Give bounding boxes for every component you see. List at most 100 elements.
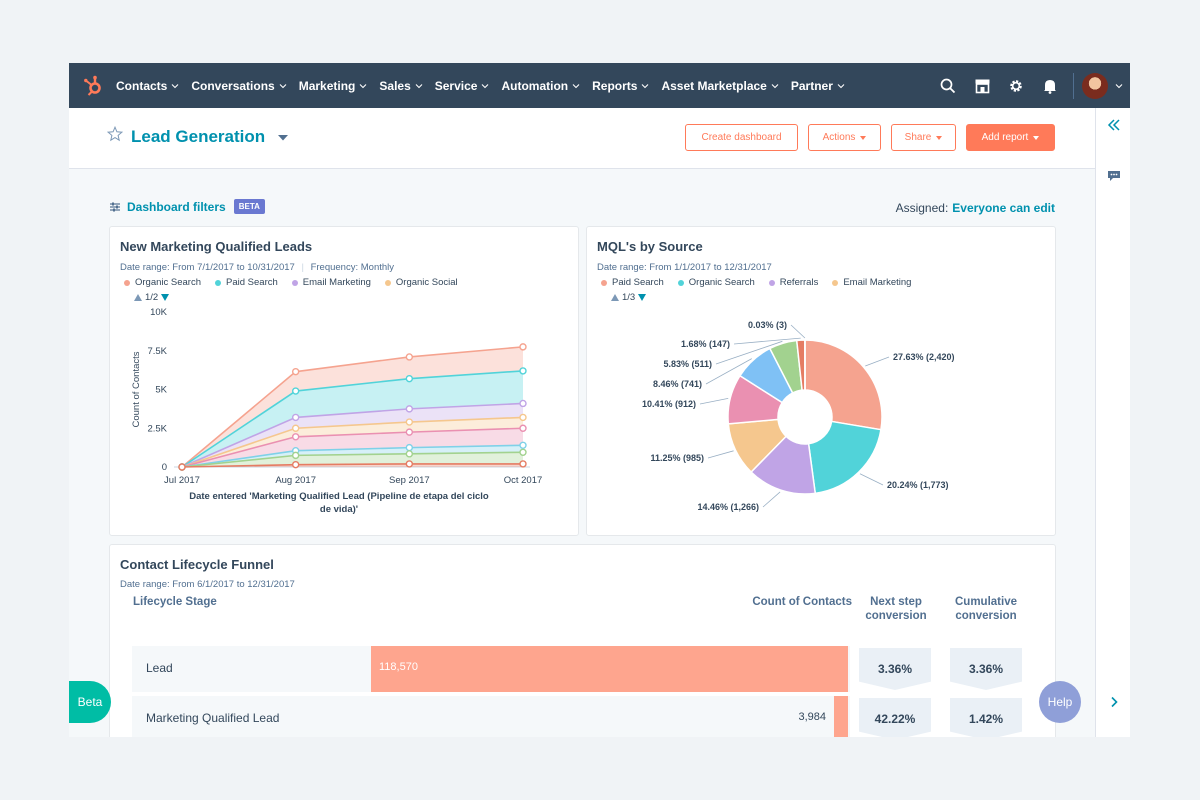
nav-item-asset-marketplace[interactable]: Asset Marketplace [661, 79, 779, 93]
data-point[interactable] [405, 418, 414, 426]
data-point[interactable] [519, 413, 527, 422]
source-chart-title: MQL's by Source [597, 239, 703, 254]
pager-up-icon[interactable] [611, 294, 619, 301]
nav-menu: Contacts Conversations Marketing Sales S… [116, 79, 857, 93]
data-point[interactable] [291, 413, 300, 422]
pager-down-icon[interactable] [638, 294, 647, 301]
source-legend-item[interactable]: Email Marketing [832, 277, 911, 288]
hubspot-logo-icon[interactable] [69, 63, 116, 108]
pie-leader-line [733, 337, 801, 345]
nav-item-sales[interactable]: Sales [379, 79, 423, 93]
caret-down-icon[interactable] [277, 134, 289, 142]
nav-item-marketing[interactable]: Marketing [299, 79, 368, 93]
pie-leader-line [859, 473, 884, 486]
data-point[interactable] [405, 428, 414, 436]
data-point[interactable] [291, 433, 300, 441]
mql-legend-item[interactable]: Paid Search [215, 277, 278, 288]
series-line [181, 370, 524, 468]
share-button[interactable]: Share [891, 124, 956, 151]
chevron-down-icon[interactable] [1108, 63, 1130, 108]
assigned-permission-link[interactable]: Everyone can edit [952, 201, 1055, 215]
collapse-double-chevron-icon[interactable] [1096, 118, 1130, 132]
source-legend: Paid Search Organic Search Referrals Email … [601, 277, 925, 288]
add-report-button[interactable]: Add report [966, 124, 1055, 151]
source-legend-item[interactable]: Organic Search [677, 277, 755, 288]
pager-up-icon[interactable] [134, 294, 142, 301]
mql-date-range: Date range: From 7/1/2017 to 10/31/2017 [120, 262, 295, 273]
pager-down-icon[interactable] [161, 294, 170, 301]
actions-button[interactable]: Actions [808, 124, 881, 151]
dashboard-filters-link[interactable]: Dashboard filters [127, 199, 226, 214]
nav-item-conversations[interactable]: Conversations [191, 79, 287, 93]
pie-slice[interactable] [804, 339, 883, 431]
data-point[interactable] [291, 367, 300, 376]
nav-item-reports[interactable]: Reports [592, 79, 649, 93]
create-dashboard-button[interactable]: Create dashboard [685, 124, 798, 151]
pie-slice[interactable] [807, 420, 882, 495]
chevron-down-icon [171, 83, 179, 88]
help-button[interactable]: Help [1039, 681, 1081, 723]
pie-data-label: 10.41% (912) [642, 399, 696, 409]
legend-label: Paid Search [612, 277, 664, 288]
data-point[interactable] [519, 441, 527, 450]
data-point[interactable] [519, 399, 527, 408]
pie-data-label: 1.68% (147) [681, 339, 730, 349]
search-icon[interactable] [931, 63, 965, 108]
pie-leader-line [699, 397, 729, 405]
data-point[interactable] [291, 451, 300, 460]
filter-sliders-icon[interactable] [109, 201, 121, 213]
funnel-bar[interactable] [371, 646, 848, 692]
data-point[interactable] [519, 367, 527, 375]
source-legend-item[interactable]: Paid Search [601, 277, 664, 288]
nav-divider [1073, 72, 1074, 99]
data-point[interactable] [291, 387, 300, 395]
chat-bubble-icon[interactable] [1096, 170, 1130, 182]
cumulative-conversion-value: 1.42% [950, 698, 1022, 737]
funnel-bar[interactable] [834, 696, 848, 737]
marketplace-icon[interactable] [965, 63, 999, 108]
nav-item-service[interactable]: Service [435, 79, 490, 93]
series-line [181, 463, 523, 468]
data-point[interactable] [405, 353, 414, 361]
data-point[interactable] [519, 448, 527, 456]
nav-item-contacts[interactable]: Contacts [116, 79, 179, 93]
data-point[interactable] [519, 460, 527, 468]
data-point[interactable] [405, 443, 414, 452]
col-cumulative-conversion: Cumulative conversion [955, 596, 1017, 622]
nav-item-automation[interactable]: Automation [501, 79, 580, 93]
beta-badge: BETA [233, 199, 265, 214]
legend-label: Email Marketing [302, 277, 371, 288]
chevron-right-icon[interactable] [1096, 696, 1130, 708]
data-point[interactable] [178, 463, 186, 471]
series-line [181, 451, 524, 468]
data-point[interactable] [291, 424, 300, 432]
data-point[interactable] [291, 460, 300, 469]
avatar[interactable] [1082, 72, 1108, 99]
area-fill [182, 403, 523, 467]
mql-legend-item[interactable]: Email Marketing [291, 277, 371, 288]
mql-legend-item[interactable]: Organic Search [124, 277, 201, 288]
legend-dot [832, 279, 839, 286]
chevron-down-icon [771, 83, 779, 88]
beta-feedback-button[interactable]: Beta [69, 681, 111, 723]
mql-legend-item[interactable]: Organic Social [384, 277, 458, 288]
data-point[interactable] [519, 343, 527, 351]
data-point[interactable] [405, 460, 414, 468]
pie-data-label: 11.25% (985) [650, 453, 704, 463]
data-point[interactable] [405, 374, 414, 383]
data-point[interactable] [519, 424, 527, 432]
gear-icon[interactable] [999, 63, 1033, 108]
star-icon[interactable] [107, 126, 123, 142]
series-line [181, 416, 524, 468]
area-fill [182, 370, 523, 467]
pie-data-label: 20.24% (1,773) [887, 480, 949, 490]
source-legend-item[interactable]: Referrals [768, 277, 818, 288]
mql-chart-title: New Marketing Qualified Leads [120, 239, 313, 254]
bell-icon[interactable] [1033, 63, 1067, 108]
data-point[interactable] [405, 405, 414, 413]
dashboard-title[interactable]: Lead Generation [131, 127, 266, 146]
data-point[interactable] [405, 450, 414, 458]
chevron-down-icon [360, 83, 367, 88]
y-tick-label: 2.5K [147, 423, 167, 434]
nav-item-partner[interactable]: Partner [791, 79, 845, 93]
